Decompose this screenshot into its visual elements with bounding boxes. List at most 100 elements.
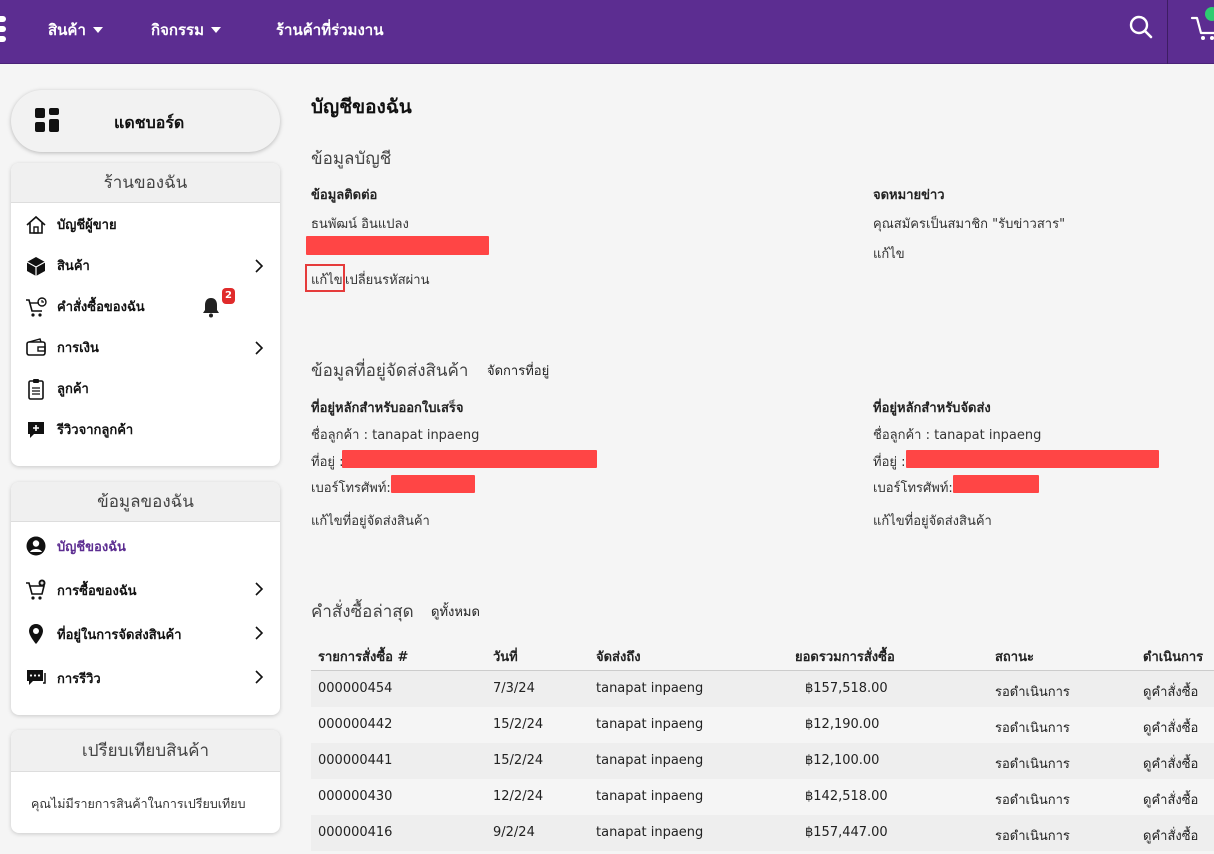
order-total: ฿157,518.00 [805,681,888,696]
sidebar-item-finance[interactable]: การเงิน [11,327,280,368]
order-id: 000000454 [318,681,393,696]
sidebar-item-label: การรีวิว [57,671,101,687]
redacted-email [306,236,489,255]
table-row: 000000416 9/2/24 tanapat inpaeng ฿157,44… [311,815,1214,851]
edit-shipping-address-link[interactable]: แก้ไขที่อยู่จัดส่งสินค้า [873,514,992,529]
table-row: 000000430 12/2/24 tanapat inpaeng ฿142,5… [311,779,1214,815]
sidebar-item-reviews[interactable]: การรีวิว [11,656,280,700]
sidebar-item-my-purchases[interactable]: การซื้อของฉัน [11,568,280,612]
sidebar-item-shipping-address[interactable]: ที่อยู่ในการจัดส่งสินค้า [11,612,280,656]
order-date: 7/3/24 [493,681,535,696]
order-status: รอดำเนินการ [995,757,1070,772]
column-header: ดำเนินการ [1143,650,1204,665]
nav-products[interactable]: สินค้า [48,18,103,42]
top-navigation-bar: สินค้า กิจกรรม ร้านค้าที่ร่วมงาน [0,0,1214,64]
shipping-phone-label: เบอร์โทรศัพท์: [873,481,953,496]
sidebar-item-customer-reviews[interactable]: รีวิวจากลูกค้า [11,409,280,450]
compare-panel: เปรียบเทียบสินค้า คุณไม่มีรายการสินค้าใน… [11,730,280,833]
wallet-icon [26,337,46,356]
sidebar-item-label: การเงิน [57,341,99,356]
sidebar-item-my-account[interactable]: บัญชีของฉัน [11,524,280,568]
sidebar-item-customers[interactable]: ลูกค้า [11,368,280,409]
view-order-link[interactable]: ดูคำสั่งซื้อ [1143,685,1199,700]
billing-phone-label: เบอร์โทรศัพท์: [311,481,391,496]
order-ship-to: tanapat inpaeng [596,717,704,732]
logo-icon[interactable] [0,16,6,46]
change-password-link[interactable]: เปลี่ยนรหัสผ่าน [345,273,430,288]
billing-address-label: ที่อยู่ : [311,455,344,470]
order-total: ฿142,518.00 [805,789,888,804]
view-all-orders-link[interactable]: ดูทั้งหมด [431,605,480,620]
nav-activities[interactable]: กิจกรรม [151,18,221,42]
compare-title: เปรียบเทียบสินค้า [11,730,280,772]
order-status: รอดำเนินการ [995,721,1070,736]
highlight-box [305,264,345,292]
shipping-customer-name: ชื่อลูกค้า : tanapat inpaeng [873,428,1042,443]
contact-name: ธนพัฒน์ อินแปลง [311,217,409,232]
cart-count-badge [1205,7,1214,21]
bell-icon[interactable] [201,296,221,318]
billing-customer-name: ชื่อลูกค้า : tanapat inpaeng [311,428,480,443]
table-row: 000000454 7/3/24 tanapat inpaeng ฿157,51… [311,671,1214,707]
order-status: รอดำเนินการ [995,685,1070,700]
manage-address-link[interactable]: จัดการที่อยู่ [487,364,550,379]
view-order-link[interactable]: ดูคำสั่งซื้อ [1143,757,1199,772]
edit-contact-link[interactable]: แก้ไข [311,273,343,288]
sidebar-item-products[interactable]: สินค้า [11,245,280,286]
my-info-title: ข้อมูลของฉัน [11,482,280,522]
recent-orders-title: คำสั่งซื้อล่าสุด [311,602,414,622]
sidebar-item-my-orders[interactable]: คำสั่งซื้อของฉัน 2 [11,286,280,327]
chevron-right-icon [255,670,264,684]
edit-billing-address-link[interactable]: แก้ไขที่อยู่จัดส่งสินค้า [311,514,430,529]
sidebar-item-label: ที่อยู่ในการจัดส่งสินค้า [57,627,182,643]
notification-badge: 2 [222,288,235,304]
chevron-right-icon [255,259,264,273]
order-total: ฿12,190.00 [805,717,880,732]
search-icon[interactable] [1128,14,1154,40]
column-header: วันที่ [493,650,518,665]
order-total: ฿12,100.00 [805,753,880,768]
nav-partner-stores[interactable]: ร้านค้าที่ร่วมงาน [276,18,383,42]
order-id: 000000441 [318,753,393,768]
chevron-right-icon [255,626,264,640]
redacted-billing-phone [391,475,475,493]
nav-products-label: สินค้า [48,21,86,39]
view-order-link[interactable]: ดูคำสั่งซื้อ [1143,793,1199,808]
view-order-link[interactable]: ดูคำสั่งซื้อ [1143,829,1199,844]
chevron-right-icon [255,341,264,355]
edit-newsletter-link[interactable]: แก้ไข [873,247,905,262]
column-header: ยอดรวมการสั่งซื้อ [795,650,895,665]
dashboard-icon [35,108,59,132]
compare-empty-text: คุณไม่มีรายการสินค้าในการเปรียบเทียบ [31,796,246,811]
order-total: ฿157,447.00 [805,825,888,840]
redacted-shipping-phone [953,475,1039,493]
view-order-link[interactable]: ดูคำสั่งซื้อ [1143,721,1199,736]
cart-icon[interactable] [1190,14,1214,42]
clipboard-icon [28,378,44,400]
recent-orders-table: รายการสั่งซื้อ # วันที่ จัดส่งถึง ยอดรวม… [311,636,1214,851]
page-title: บัญชีของฉัน [311,96,412,118]
order-date: 15/2/24 [493,717,544,732]
sidebar-item-seller-account[interactable]: บัญชีผู้ขาย [11,204,280,245]
column-header: รายการสั่งซื้อ # [318,650,409,665]
dashboard-button[interactable]: แดชบอร์ด [11,90,280,152]
shipping-address-label: ที่อยู่ : [873,455,906,470]
cart-clock-icon [26,296,47,317]
header-divider [1167,0,1168,64]
chevron-down-icon [92,27,103,33]
order-ship-to: tanapat inpaeng [596,825,704,840]
table-header-row: รายการสั่งซื้อ # วันที่ จัดส่งถึง ยอดรวม… [311,636,1214,671]
account-info-title: ข้อมูลบัญชี [311,149,392,169]
order-ship-to: tanapat inpaeng [596,681,704,696]
sidebar-item-label: การซื้อของฉัน [57,583,137,599]
order-id: 000000442 [318,717,393,732]
billing-address-heading: ที่อยู่หลักสำหรับออกใบเสร็จ [311,401,464,416]
sidebar-item-label: รีวิวจากลูกค้า [57,423,134,438]
table-row: 000000441 15/2/24 tanapat inpaeng ฿12,10… [311,743,1214,779]
redacted-shipping-address [906,450,1159,468]
nav-activities-label: กิจกรรม [151,21,204,39]
chevron-down-icon [210,27,221,33]
redacted-billing-address [342,450,597,468]
box-icon [26,256,46,276]
order-date: 12/2/24 [493,789,544,804]
